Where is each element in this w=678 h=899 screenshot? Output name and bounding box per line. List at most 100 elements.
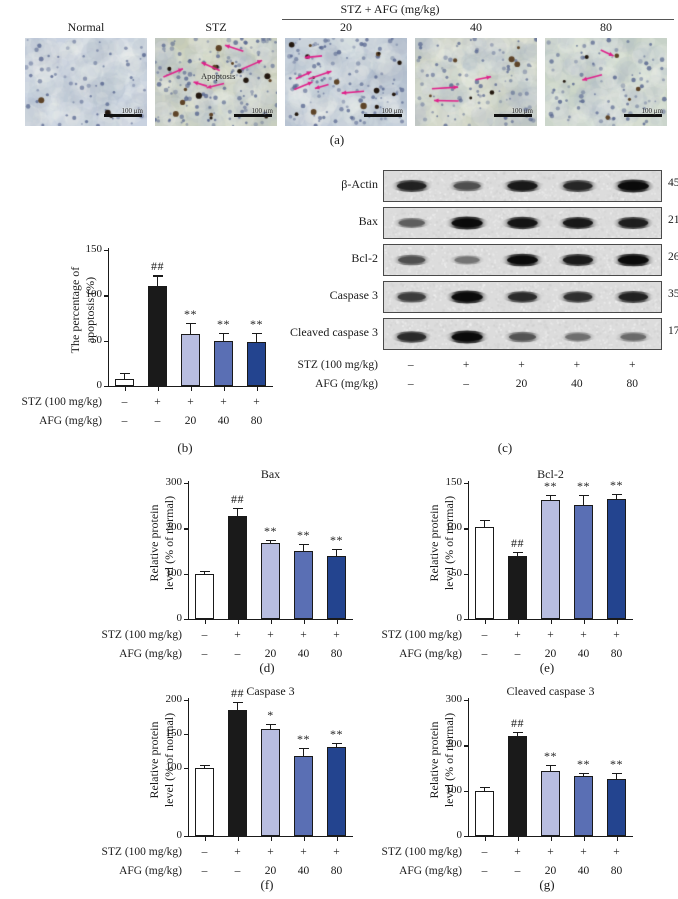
significance-d-4: **: [330, 532, 343, 547]
error-bar-cap-d-2: [265, 540, 276, 542]
cond-stz-label-d: STZ (100 mg/kg): [101, 629, 183, 641]
y-tick-label-d-3: 300: [165, 476, 183, 488]
panel-a-column-header-1: STZ: [205, 20, 227, 34]
y-tick-d-0: [184, 619, 188, 621]
error-bar-cap-g-0: [479, 786, 490, 788]
afg40-micrograph: 100 μm: [415, 38, 537, 126]
blot-cond-stz-value-4: +: [629, 359, 636, 371]
cond-afg-value-b-4: 80: [250, 415, 263, 427]
significance-e-3: **: [577, 478, 590, 493]
error-bar-stem-e-4: [615, 493, 618, 500]
scale-bar: [364, 114, 402, 117]
blot-cond-stz-value-2: +: [518, 359, 525, 371]
x-tick-b-2: [190, 387, 192, 391]
y-tick-label-g-2: 200: [445, 738, 463, 751]
panel-a-group-header: STZ + AFG (mg/kg): [340, 2, 440, 16]
cond-afg-value-d-4: 80: [330, 648, 343, 660]
cond-afg-value-b-1: –: [154, 415, 161, 427]
y-axis-label-line1: Relative protein: [147, 504, 161, 582]
cond-stz-value-g-4: +: [613, 846, 620, 858]
y-tick-label-d-0: 0: [176, 612, 183, 624]
bar-b-2: [181, 334, 200, 386]
bar-b-3: [214, 340, 233, 386]
y-axis-label-line2: level (% of normal): [162, 495, 176, 591]
significance-f-3: **: [297, 731, 310, 746]
error-bar-stem-d-2: [269, 540, 272, 544]
error-bar-cap-d-4: [331, 548, 342, 550]
blot-row-b-actin: [383, 170, 662, 202]
cond-stz-value-b-3: +: [220, 396, 227, 408]
scale-bar-label: 100 μm: [511, 107, 533, 115]
cond-stz-value-f-3: +: [300, 846, 307, 858]
cond-stz-value-f-4: +: [333, 846, 340, 858]
error-bar-cap-d-0: [199, 570, 210, 573]
y-tick-label-g-3: 300: [445, 693, 463, 705]
bar-d-2: [261, 543, 280, 619]
x-tick-d-1: [237, 620, 239, 624]
x-tick-f-4: [336, 837, 338, 841]
y-axis-label-line2: level (% of normal): [162, 712, 176, 808]
error-bar-stem-b-0: [123, 373, 126, 379]
scale-bar-label: 100 μm: [121, 107, 143, 115]
blot-canvas-bax: [384, 208, 661, 238]
bar-d-4: [327, 555, 346, 619]
x-tick-d-0: [204, 620, 206, 624]
cond-stz-value-e-3: +: [580, 629, 587, 641]
significance-f-2: *: [267, 707, 274, 722]
x-tick-g-4: [616, 837, 618, 841]
cond-stz-value-e-2: +: [547, 629, 554, 641]
error-bar-stem-f-0: [203, 764, 206, 768]
x-tick-f-2: [270, 837, 272, 841]
bar-f-0: [195, 768, 214, 836]
cond-stz-value-f-1: +: [234, 846, 241, 858]
stz-micrograph: Apoptosis 100 μm: [155, 38, 277, 126]
cond-stz-value-b-0: –: [121, 396, 128, 408]
cond-afg-value-b-3: 40: [217, 415, 230, 427]
y-axis-label-b: The percentage of apoptosis (%): [68, 240, 97, 380]
significance-g-1: ##: [511, 716, 524, 731]
error-bar-cap-b-3: [218, 332, 229, 334]
error-bar-cap-f-4: [331, 742, 342, 745]
panel-letter-0: (a): [329, 132, 345, 147]
error-bar-stem-g-2: [549, 765, 552, 771]
cond-afg-value-d-0: –: [201, 648, 208, 660]
y-tick-label-g-0: 0: [456, 829, 463, 841]
cond-afg-value-g-0: –: [481, 865, 488, 877]
x-tick-f-1: [237, 837, 239, 841]
blot-row-bax: [383, 207, 662, 239]
bar-f-4: [327, 746, 346, 836]
cond-afg-value-g-4: 80: [610, 865, 623, 877]
x-tick-e-3: [583, 620, 585, 624]
error-bar-stem-f-4: [335, 742, 338, 747]
y-tick-b-0: [104, 386, 108, 388]
y-tick-label-d-1: 100: [165, 566, 183, 579]
cond-stz-value-d-2: +: [267, 629, 274, 641]
x-tick-e-2: [550, 620, 552, 624]
y-tick-b-1: [104, 340, 108, 342]
chart-title-f: Caspase 3: [246, 684, 295, 698]
cond-afg-value-f-1: –: [234, 865, 241, 877]
error-bar-cap-e-4: [611, 493, 622, 496]
panel-a-column-header-3: 40: [470, 20, 482, 34]
y-tick-label-e-0: 0: [456, 612, 463, 624]
cond-stz-value-g-1: +: [514, 846, 521, 858]
x-tick-b-3: [223, 387, 225, 391]
cond-afg-value-b-2: 20: [184, 415, 197, 427]
bar-e-0: [475, 527, 494, 619]
cond-afg-value-f-3: 40: [297, 865, 310, 877]
y-tick-label-g-1: 100: [445, 783, 463, 796]
y-tick-f-1: [184, 768, 188, 770]
y-axis-label-g: Relative protein level (% of normal): [427, 690, 456, 830]
blot-canvas-bcl-2: [384, 245, 661, 275]
y-axis-label-line2: level (% of normal): [442, 495, 456, 591]
significance-g-2: **: [544, 749, 557, 764]
y-axis-label-line2: level (% of normal): [442, 712, 456, 808]
bar-g-2: [541, 770, 560, 836]
apoptosis-annotation: Apoptosis: [201, 71, 236, 81]
blot-cond-stz-value-3: +: [573, 359, 581, 371]
error-bar-cap-d-1: [232, 507, 243, 510]
bar-g-0: [475, 790, 494, 836]
cond-stz-value-d-0: –: [201, 629, 208, 641]
bar-d-3: [294, 551, 313, 619]
blot-canvas-cleaved-caspase-3: [384, 319, 661, 349]
